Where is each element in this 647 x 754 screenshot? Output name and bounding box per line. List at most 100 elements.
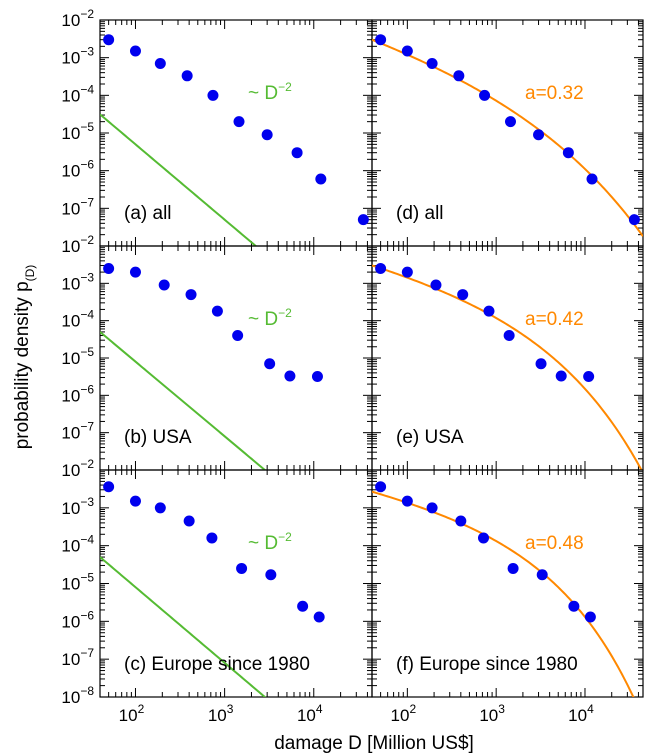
panel-1: ~ D−2 (a) all 10−7 10−6 10−5 10−4 10−3 10−2	[61, 7, 373, 247]
data-point	[536, 569, 548, 581]
y-tick-exponent: −7	[80, 420, 94, 434]
data-point	[207, 89, 219, 101]
data-point	[103, 262, 115, 274]
x-tick-label: 103	[208, 702, 234, 725]
ticks	[371, 19, 643, 247]
power-law-exponent: −2	[278, 80, 292, 94]
y-tick-exponent: −3	[80, 45, 94, 59]
y-tick-label: 10−6	[61, 608, 94, 631]
data-point	[375, 481, 387, 493]
data-point	[103, 481, 115, 493]
fit-label: a=0.48	[525, 533, 584, 554]
y-tick-exponent: −2	[80, 233, 94, 247]
y-tick-exponent: −7	[80, 646, 94, 660]
data-point	[426, 58, 438, 70]
data-point	[297, 600, 309, 612]
data-point	[455, 515, 467, 527]
y-tick-label: 10−4	[61, 533, 94, 556]
power-law-label: ~ D−2	[248, 306, 292, 330]
data-point	[555, 370, 567, 382]
y-tick-label: 10−3	[61, 45, 94, 68]
data-point	[586, 173, 598, 185]
data-point	[291, 147, 303, 159]
y-tick-exponent: −6	[80, 382, 94, 396]
y-tick-label: 10−2	[61, 7, 94, 30]
x-tick-exponent: 3	[227, 702, 234, 716]
power-law-line	[100, 556, 267, 697]
y-tick-exponent: −4	[80, 533, 94, 547]
data-point	[507, 562, 519, 574]
y-tick-label: 10−5	[61, 571, 94, 594]
data-point	[375, 262, 387, 274]
data-point	[211, 305, 223, 317]
data-point	[265, 569, 277, 581]
x-tick-label: 104	[568, 702, 594, 725]
power-law-exponent: −2	[278, 306, 292, 320]
x-tick-exponent: 2	[409, 702, 416, 716]
data-point	[479, 89, 491, 101]
data-point	[401, 45, 413, 57]
data-point	[453, 70, 465, 82]
data-point	[264, 358, 276, 370]
y-tick-label: 10−7	[61, 646, 94, 669]
data-point	[457, 289, 469, 301]
data-point	[562, 147, 574, 159]
y-tick-exponent: −5	[80, 571, 94, 585]
data-point	[628, 214, 640, 226]
y-tick-exponent: −7	[80, 195, 94, 209]
data-point	[583, 370, 595, 382]
data-point	[183, 515, 195, 527]
x-tick-label: 102	[119, 702, 145, 725]
y-tick-exponent: −6	[80, 158, 94, 172]
panel-4: a=0.32 (d) all	[371, 19, 644, 247]
y-tick-label: 10−7	[61, 195, 94, 218]
x-tick-label: 102	[391, 702, 417, 725]
data-point	[236, 562, 248, 574]
data-point	[181, 70, 193, 82]
panel-label: (b) USA	[124, 427, 192, 448]
power-law-line	[100, 331, 267, 470]
panel-label: (c) Europe since 1980	[124, 654, 310, 675]
data-point	[154, 502, 166, 514]
data-point	[357, 214, 369, 226]
panel-6: a=0.48 (f) Europe since 1980 102 103 104	[371, 469, 644, 725]
y-tick-exponent: −3	[80, 495, 94, 509]
power-law-label: ~ D−2	[248, 530, 292, 554]
data-point	[232, 330, 244, 342]
power-law-exponent: −2	[278, 530, 292, 544]
x-tick-label: 104	[297, 702, 323, 725]
y-tick-exponent: −4	[80, 82, 94, 96]
y-tick-label: 10−6	[61, 158, 94, 181]
data-point	[401, 495, 413, 507]
y-tick-label: 10−4	[61, 308, 94, 331]
y-tick-exponent: −8	[80, 684, 94, 698]
data-point	[129, 495, 141, 507]
data-point	[426, 502, 438, 514]
y-tick-label: 10−5	[61, 120, 94, 143]
y-tick-exponent: −5	[80, 120, 94, 134]
data-point	[233, 116, 245, 128]
panel-frame	[371, 469, 644, 698]
data-point	[311, 370, 323, 382]
fit-curve	[372, 38, 643, 237]
panel-label: (f) Europe since 1980	[396, 654, 578, 675]
data-point	[313, 611, 325, 623]
y-tick-exponent: −4	[80, 308, 94, 322]
data-point	[315, 173, 327, 185]
panel-label: (a) all	[124, 203, 172, 224]
data-point	[103, 34, 115, 46]
x-tick-exponent: 3	[498, 702, 505, 716]
panel-2: ~ D−2 (b) USA 10−7 10−6 10−5 10−4 10−3 10−2	[61, 233, 373, 471]
fit-label: a=0.32	[525, 83, 584, 104]
x-axis-label: damage D [Million US$]	[274, 733, 474, 754]
data-point	[129, 45, 141, 57]
data-point	[430, 279, 442, 291]
y-axis-label: probability density p(D)	[12, 265, 37, 450]
y-tick-label: 10−3	[61, 270, 94, 293]
y-tick-label: 10−3	[61, 495, 94, 518]
panel-label: (d) all	[396, 203, 444, 224]
data-point	[401, 266, 413, 278]
y-tick-label: 10−5	[61, 345, 94, 368]
power-law-line	[100, 113, 258, 246]
